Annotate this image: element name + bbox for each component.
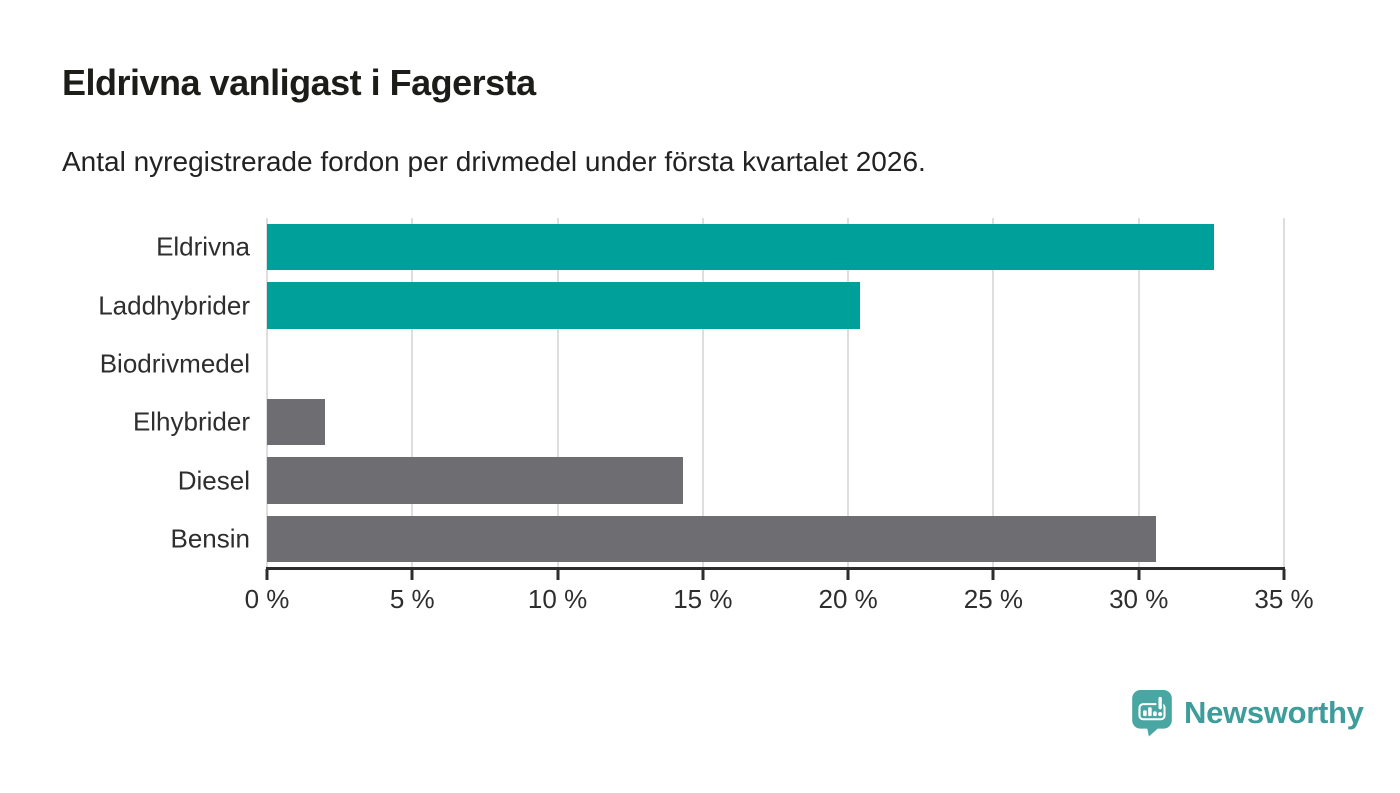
- bars: [267, 218, 1284, 568]
- logo-exclaim-dot: [1158, 711, 1163, 717]
- category-label: Laddhybrider: [98, 290, 250, 320]
- category-label: Eldrivna: [156, 231, 250, 262]
- gridline: [1283, 218, 1285, 568]
- category-label: Biodrivmedel: [99, 348, 250, 379]
- logo-bar-3: [1153, 711, 1157, 717]
- bar-eldrivna: [267, 223, 1215, 271]
- bar-laddhybrider: [267, 282, 860, 329]
- x-axis-tick: [991, 569, 995, 580]
- category-label: Elhybrider: [132, 406, 250, 437]
- x-axis-tick: [1282, 569, 1286, 580]
- newsworthy-wordmark: Newsworthy: [1184, 695, 1364, 730]
- newsworthy-pin-barchart-icon: [1132, 690, 1172, 737]
- chart-title: Eldrivna vanligast i Fagersta: [62, 62, 536, 103]
- x-axis-tick: [410, 569, 414, 580]
- x-axis-tick: [1137, 569, 1141, 580]
- gridline: [266, 218, 268, 568]
- x-axis-tick: [265, 569, 269, 580]
- gridline: [992, 218, 995, 568]
- gridline: [411, 218, 414, 568]
- x-axis-tick: [701, 569, 705, 580]
- category-label: Diesel: [177, 465, 250, 495]
- logo-badge: [1132, 690, 1172, 737]
- gridline: [556, 218, 559, 568]
- chart-subtitle: Antal nyregistrerade fordon per drivmede…: [62, 146, 926, 177]
- x-tick-label: 25 %: [963, 584, 1024, 614]
- bar-elhybrider: [267, 398, 326, 446]
- x-axis-tick: [846, 569, 850, 580]
- x-tick-label: 15 %: [673, 584, 733, 614]
- bar-chart-plot-area: [265, 218, 1286, 580]
- newsworthy-logo: Newsworthy: [1131, 689, 1364, 737]
- x-axis-line: [266, 567, 1285, 570]
- x-tick-labels: 0 % 5 % 10 % 15 % 20 % 25 % 30 % 35 %: [245, 584, 1314, 620]
- x-tick-label: 0 %: [244, 584, 290, 614]
- x-tick-label: 35 %: [1254, 584, 1314, 614]
- x-axis-tick: [556, 569, 560, 580]
- x-tick-label: 20 %: [818, 584, 878, 614]
- category-label: Bensin: [170, 523, 251, 554]
- gridline: [701, 218, 704, 568]
- bar-bensin: [267, 515, 1157, 563]
- logo-bar-2: [1148, 707, 1152, 717]
- logo-frame: [1138, 703, 1166, 721]
- x-tick-label: 5 %: [389, 584, 435, 614]
- x-tick-label: 10 %: [527, 584, 588, 614]
- category-labels: Eldrivna Laddhybrider Biodrivmedel Elhybrid…: [0, 218, 250, 568]
- bar-diesel: [267, 457, 683, 504]
- gridline: [847, 218, 850, 568]
- gridline: [1137, 218, 1140, 568]
- x-tick-label: 30 %: [1109, 584, 1169, 614]
- logo-bar-1: [1143, 710, 1147, 717]
- logo-exclaim-stem: [1158, 696, 1162, 710]
